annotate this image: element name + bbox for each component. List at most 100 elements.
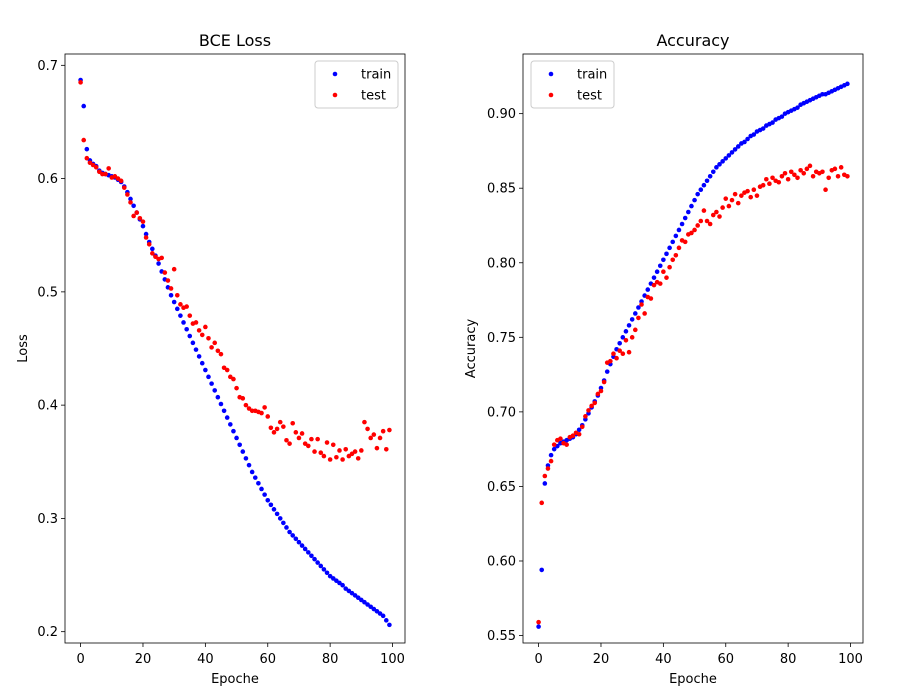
data-point-train [318,563,324,569]
data-point-train [321,567,327,572]
data-point-test [804,166,810,172]
data-point-test [387,427,392,433]
x-tick-label: 80 [780,652,797,667]
data-point-test [159,255,164,261]
data-point-train [735,144,741,149]
data-point-test [701,208,707,213]
data-point-test [146,241,152,247]
legend-marker-train [332,71,338,77]
data-point-test [212,340,218,346]
data-point-test [103,171,108,177]
x-tick-label: 0 [76,652,84,667]
data-point-train [723,156,729,161]
y-tick-label: 0.55 [487,629,516,644]
data-point-train [698,187,704,192]
data-point-train [174,306,180,312]
data-point-train [309,553,314,559]
x-axis-label: Epoche [669,672,717,687]
data-point-test [218,351,224,357]
data-point-test [271,430,277,435]
x-tick-label: 100 [838,652,863,667]
plot-frame [64,53,406,644]
data-point-test [739,193,744,198]
data-point-test [118,178,124,184]
data-point-train [84,146,90,152]
legend-label-train: train [361,68,391,83]
data-point-train [720,159,725,164]
y-tick-label: 0.70 [487,405,516,420]
data-point-test [608,358,613,364]
data-point-test [551,442,557,447]
data-point-train [704,178,710,184]
data-point-train [626,323,632,328]
data-point-train [206,374,211,380]
y-tick-label: 0.85 [487,182,516,197]
data-point-test [732,191,738,197]
data-point-train [240,449,246,454]
data-point-train [271,507,277,512]
data-point-train [667,245,672,251]
data-point-train [277,516,283,521]
data-point-test [224,367,230,373]
data-point-test [277,419,283,425]
data-point-test [570,433,576,439]
data-point-train [542,481,548,486]
loss-chart-panel: BCE Loss 0 20 40 60 80 100 0.2 0.3 0.4 0.5 0.6 0.7 Ep… [16,31,406,687]
data-point-test [542,473,548,479]
data-point-train [249,469,255,475]
legend-label-test: test [361,89,386,104]
data-point-test [598,388,604,394]
data-point-train [184,326,189,332]
data-point-test [642,311,647,316]
data-point-test [689,230,694,236]
x-tick-label: 40 [655,652,672,667]
y-tick-label: 0.3 [37,512,58,527]
y-tick-label: 0.7 [37,59,58,74]
data-point-test [623,337,629,343]
data-point-train [845,81,850,87]
data-point-test [676,245,682,251]
data-point-test [545,466,551,471]
data-point-test [199,332,205,338]
data-point-train [228,422,233,427]
data-point-test [838,165,844,170]
x-tick-label: 60 [717,652,734,667]
data-point-test [801,170,807,176]
series-test [78,80,392,462]
data-point-train [692,197,697,203]
data-point-train [726,153,732,158]
data-point-test [720,205,725,210]
data-point-train [380,613,386,619]
data-point-test [137,215,143,221]
y-tick-label: 0.60 [487,554,516,569]
data-point-test [171,266,177,272]
data-point-train [81,103,87,109]
data-point-test [636,315,641,321]
data-point-test [835,173,841,179]
data-point-test [265,414,271,419]
x-tick-label: 80 [322,652,339,667]
data-point-train [274,511,280,517]
data-point-train [246,462,252,468]
data-point-train [193,347,199,352]
data-point-test [203,324,208,330]
data-point-test [143,235,149,240]
data-point-train [745,136,750,142]
data-point-test [586,408,591,413]
data-point-train [617,340,622,346]
data-point-train [281,520,286,526]
data-point-test [826,175,831,181]
legend-label-train: train [577,68,607,83]
data-point-test [162,270,168,275]
data-point-test [614,355,619,361]
data-point-train [629,317,635,322]
data-point-train [710,169,716,175]
data-point-test [748,194,754,200]
y-axis-label: Loss [16,334,31,363]
y-tick-label: 0.75 [487,331,516,346]
data-point-train [243,456,249,461]
data-point-test [340,457,345,462]
data-point-train [714,165,719,170]
accuracy-chart-panel: Accuracy 0 20 40 60 80 100 0.55 0.60 0.65 0.70 0.75… [464,31,864,687]
legend-label-test: test [577,89,602,104]
